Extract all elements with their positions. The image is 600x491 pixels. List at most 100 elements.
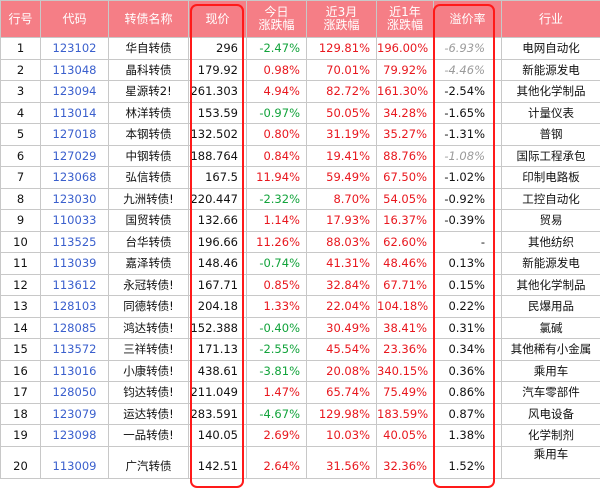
cell-price: 152.388 <box>188 316 247 339</box>
cell-today-change: 1.47% <box>246 381 307 404</box>
cell-industry: 乘用车 <box>501 359 600 382</box>
header-industry[interactable]: 行业 <box>501 0 600 38</box>
table-row[interactable]: 9 110033 国贸转债 132.66 1.14% 17.93% 16.37% -0.39%… <box>0 209 600 232</box>
cell-industry: 国际工程承包 <box>501 144 600 167</box>
cell-industry: 其他稀有小金属 <box>501 338 600 361</box>
table-row[interactable]: 7 123068 弘信转债 167.5 11.94% 59.49% 67.50% -1.02%… <box>0 166 600 189</box>
header-today-change[interactable]: 今日 涨跌幅 <box>246 0 307 38</box>
cell-code[interactable]: 127029 <box>40 144 109 167</box>
cell-code[interactable]: 113039 <box>40 252 109 275</box>
cell-today-change: -3.81% <box>246 359 307 382</box>
header-row-no[interactable]: 行号 <box>0 0 41 38</box>
cell-code[interactable]: 123098 <box>40 424 109 447</box>
cell-price: 142.51 <box>188 445 247 479</box>
header-1y-change[interactable]: 近1年 涨跌幅 <box>376 0 434 38</box>
cell-today-change: 1.33% <box>246 295 307 318</box>
cell-premium: 0.31% <box>433 316 502 339</box>
table-row[interactable]: 11 113039 嘉泽转债 148.46 -0.74% 41.31% 48.46% 0.13… <box>0 252 600 275</box>
table-row[interactable]: 6 127029 中钢转债 188.764 0.84% 19.41% 88.76% -1.08… <box>0 144 600 167</box>
cell-industry: 化学制剂 <box>501 424 600 447</box>
cell-code[interactable]: 110033 <box>40 209 109 232</box>
header-code[interactable]: 代码 <box>40 0 109 38</box>
cell-industry: 其他化学制品 <box>501 273 600 296</box>
cell-row-no: 2 <box>0 58 41 81</box>
cell-code[interactable]: 123068 <box>40 166 109 189</box>
cell-today-change: 11.26% <box>246 230 307 253</box>
cell-row-no: 19 <box>0 424 41 447</box>
cell-code[interactable]: 123030 <box>40 187 109 210</box>
cell-industry: 普钢 <box>501 123 600 146</box>
cell-row-no: 13 <box>0 295 41 318</box>
table-row[interactable]: 2 113048 晶科转债 179.92 0.98% 70.01% 79.92% -4.46%… <box>0 58 600 81</box>
table-row[interactable]: 19 123098 一品转债! 140.05 2.69% 10.03% 40.05% 1.38… <box>0 424 600 447</box>
cell-bond-name: 三祥转债! <box>108 338 189 361</box>
cell-industry: 其他纺织 <box>501 230 600 253</box>
table-row[interactable]: 14 128085 鸿达转债! 152.388 -0.40% 30.49% 38.41% 0.… <box>0 316 600 339</box>
cell-price: 140.05 <box>188 424 247 447</box>
table-row[interactable]: 12 113612 永冠转债! 167.71 0.85% 32.84% 67.71% 0.15… <box>0 273 600 296</box>
cell-code[interactable]: 123079 <box>40 402 109 425</box>
cell-code[interactable]: 113572 <box>40 338 109 361</box>
header-today-l1: 今日 <box>264 5 289 19</box>
cell-row-no: 18 <box>0 402 41 425</box>
table-row[interactable]: 3 123094 星源转2! 261.303 4.94% 82.72% 161.30% -2.… <box>0 80 600 103</box>
cell-3m-change: 41.31% <box>306 252 377 275</box>
table-row[interactable]: 17 128050 钧达转债! 211.049 1.47% 65.74% 75.49% 0.8… <box>0 381 600 404</box>
table-row[interactable]: 5 127018 本钢转债 132.502 0.80% 31.19% 35.27% -1.31… <box>0 123 600 146</box>
cell-code[interactable]: 128050 <box>40 381 109 404</box>
cell-price: 188.764 <box>188 144 247 167</box>
cell-1y-change: 196.00% <box>376 37 434 60</box>
cell-price: 261.303 <box>188 80 247 103</box>
cell-row-no: 7 <box>0 166 41 189</box>
cell-code[interactable]: 128085 <box>40 316 109 339</box>
cell-1y-change: 75.49% <box>376 381 434 404</box>
cell-3m-change: 65.74% <box>306 381 377 404</box>
cell-code[interactable]: 113525 <box>40 230 109 253</box>
header-3m-change[interactable]: 近3月 涨跌幅 <box>306 0 377 38</box>
cell-bond-name: 鸿达转债! <box>108 316 189 339</box>
table-row[interactable]: 10 113525 台华转债 196.66 11.26% 88.03% 62.60% - 其他纺… <box>0 230 600 253</box>
cell-3m-change: 45.54% <box>306 338 377 361</box>
cell-price: 296 <box>188 37 247 60</box>
table-row[interactable]: 1 123102 华自转债 296 -2.47% 129.81% 196.00% -6.93%… <box>0 37 600 60</box>
cell-code[interactable]: 113016 <box>40 359 109 382</box>
header-name[interactable]: 转债名称 <box>108 0 189 38</box>
cell-code[interactable]: 127018 <box>40 123 109 146</box>
table-row[interactable]: 8 123030 九洲转债! 220.447 -2.32% 8.70% 54.05% -0.9… <box>0 187 600 210</box>
header-price[interactable]: 现价 <box>188 0 247 38</box>
cell-bond-name: 嘉泽转债 <box>108 252 189 275</box>
cell-1y-change: 48.46% <box>376 252 434 275</box>
cell-code[interactable]: 113014 <box>40 101 109 124</box>
cell-industry: 其他化学制品 <box>501 80 600 103</box>
cell-code[interactable]: 123102 <box>40 37 109 60</box>
cell-today-change: 0.84% <box>246 144 307 167</box>
cell-row-no: 1 <box>0 37 41 60</box>
cell-1y-change: 62.60% <box>376 230 434 253</box>
cell-bond-name: 晶科转债 <box>108 58 189 81</box>
table-row[interactable]: 16 113016 小康转债! 438.61 -3.81% 20.08% 340.15% 0.… <box>0 359 600 382</box>
cell-3m-change: 22.04% <box>306 295 377 318</box>
table-row[interactable]: 15 113572 三祥转债! 171.13 -2.55% 45.54% 23.36% 0.3… <box>0 338 600 361</box>
cell-premium: -2.54% <box>433 80 502 103</box>
table-row[interactable]: 18 123079 运达转债! 283.591 -4.67% 129.98% 183.59%… <box>0 402 600 425</box>
table-row[interactable]: 20 113009 广汽转债 142.51 2.64% 31.56% 32.36% 1.52%… <box>0 445 600 479</box>
cell-bond-name: 台华转债 <box>108 230 189 253</box>
cell-code[interactable]: 113048 <box>40 58 109 81</box>
cell-3m-change: 19.41% <box>306 144 377 167</box>
header-premium[interactable]: 溢价率 <box>433 0 502 38</box>
cell-today-change: 1.14% <box>246 209 307 232</box>
cell-3m-change: 88.03% <box>306 230 377 253</box>
cell-code[interactable]: 113009 <box>40 445 109 479</box>
table-body: 1 123102 华自转债 296 -2.47% 129.81% 196.00% -6.93%… <box>0 37 600 479</box>
cell-premium: -1.08% <box>433 144 502 167</box>
cell-premium: -6.93% <box>433 37 502 60</box>
cell-bond-name: 华自转债 <box>108 37 189 60</box>
cell-today-change: 0.85% <box>246 273 307 296</box>
cell-premium: 1.52% <box>433 445 502 479</box>
cell-code[interactable]: 113612 <box>40 273 109 296</box>
table-row[interactable]: 13 128103 同德转债! 204.18 1.33% 22.04% 104.18% 0.2… <box>0 295 600 318</box>
table-row[interactable]: 4 113014 林洋转债 153.59 -0.97% 50.05% 34.28% -1.65… <box>0 101 600 124</box>
cell-code[interactable]: 123094 <box>40 80 109 103</box>
cell-industry: 风电设备 <box>501 402 600 425</box>
cell-code[interactable]: 128103 <box>40 295 109 318</box>
